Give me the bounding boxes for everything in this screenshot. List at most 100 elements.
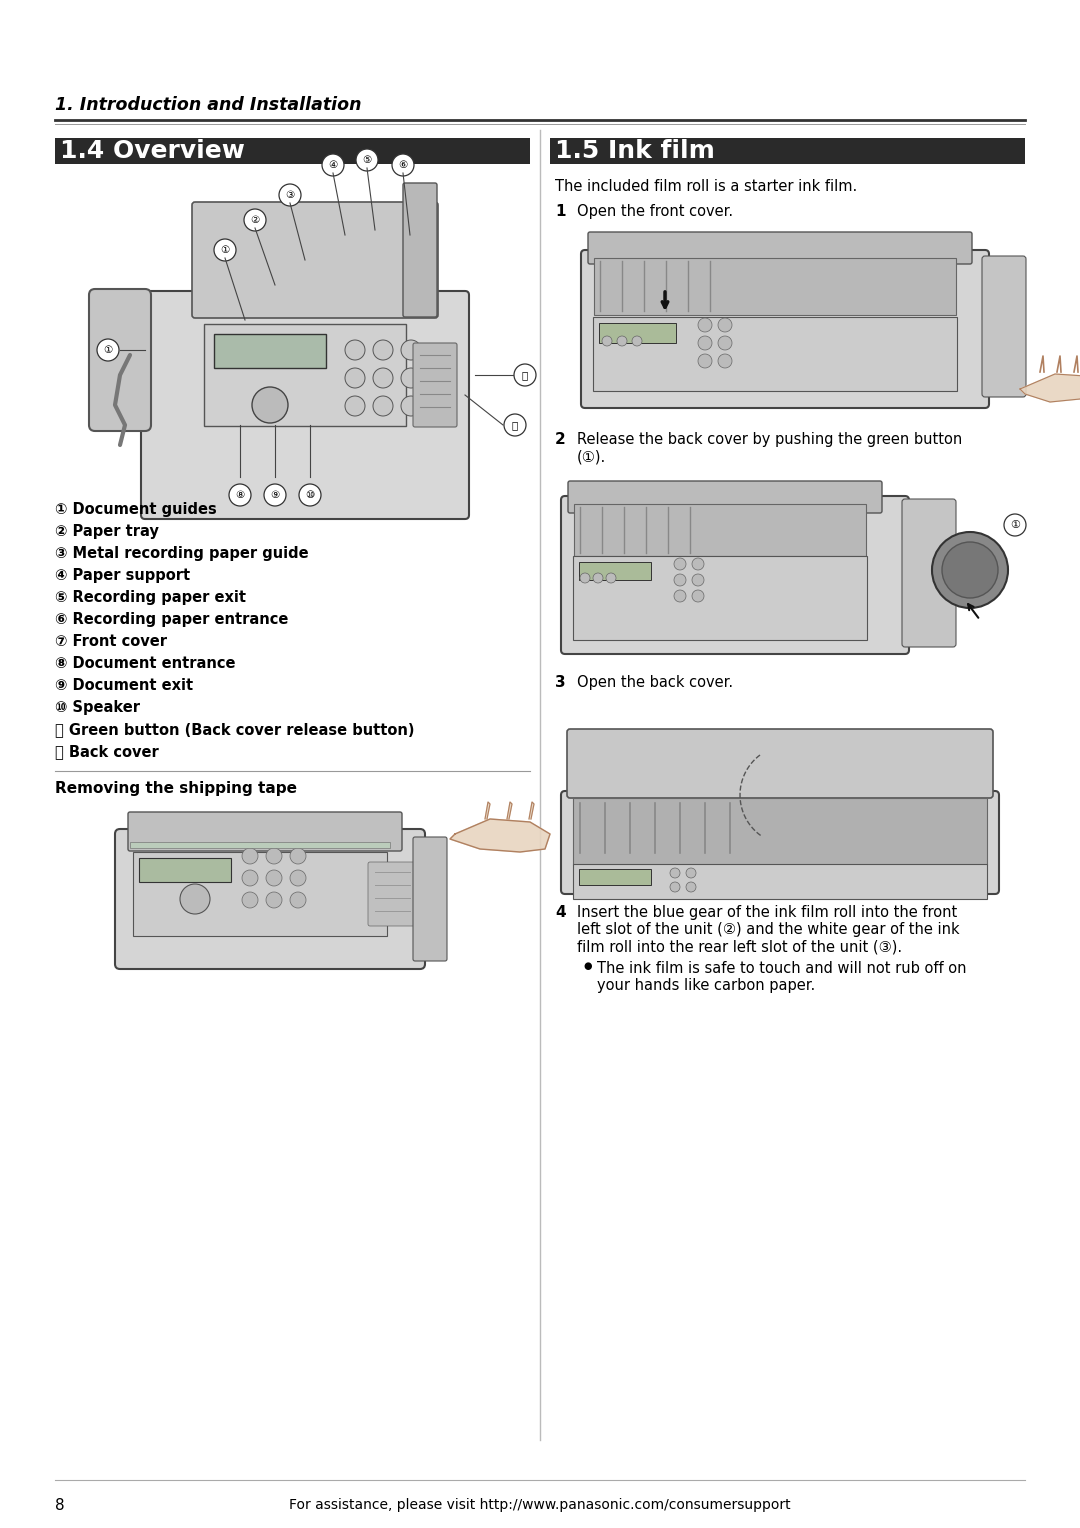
Bar xyxy=(550,138,1025,163)
Text: 1. Introduction and Installation: 1. Introduction and Installation xyxy=(55,96,362,115)
Circle shape xyxy=(932,532,1008,608)
FancyBboxPatch shape xyxy=(594,258,956,315)
FancyBboxPatch shape xyxy=(368,862,417,926)
Bar xyxy=(55,138,530,163)
Circle shape xyxy=(373,368,393,388)
Text: film roll into the rear left slot of the unit (③).: film roll into the rear left slot of the… xyxy=(577,940,902,953)
Circle shape xyxy=(242,869,258,886)
FancyBboxPatch shape xyxy=(89,289,151,431)
Circle shape xyxy=(718,336,732,350)
Circle shape xyxy=(1004,513,1026,536)
Text: ③: ③ xyxy=(285,189,295,200)
Text: Open the back cover.: Open the back cover. xyxy=(577,675,733,691)
Circle shape xyxy=(322,154,345,176)
FancyBboxPatch shape xyxy=(567,729,993,798)
Circle shape xyxy=(392,154,414,176)
Circle shape xyxy=(686,868,696,879)
FancyBboxPatch shape xyxy=(568,481,882,513)
Circle shape xyxy=(373,341,393,361)
Text: ⑧: ⑧ xyxy=(235,490,245,500)
FancyBboxPatch shape xyxy=(204,324,406,426)
Text: 1.5 Ink film: 1.5 Ink film xyxy=(555,139,715,163)
Circle shape xyxy=(266,892,282,908)
Circle shape xyxy=(291,848,306,863)
Circle shape xyxy=(606,573,616,584)
Circle shape xyxy=(401,341,421,361)
FancyBboxPatch shape xyxy=(133,853,387,937)
Circle shape xyxy=(692,575,704,587)
Circle shape xyxy=(229,484,251,506)
Text: 1.4 Overview: 1.4 Overview xyxy=(60,139,245,163)
Text: ②: ② xyxy=(251,215,259,225)
Circle shape xyxy=(214,238,237,261)
Text: ③ Metal recording paper guide: ③ Metal recording paper guide xyxy=(55,545,309,561)
FancyBboxPatch shape xyxy=(561,792,999,894)
FancyBboxPatch shape xyxy=(141,290,469,520)
Text: ●: ● xyxy=(583,961,592,970)
Circle shape xyxy=(244,209,266,231)
FancyBboxPatch shape xyxy=(579,869,651,885)
Text: ① Document guides: ① Document guides xyxy=(55,503,217,516)
Text: 8: 8 xyxy=(55,1497,65,1513)
Bar xyxy=(130,842,390,848)
FancyBboxPatch shape xyxy=(581,251,989,408)
Circle shape xyxy=(670,868,680,879)
Text: ⑫ Back cover: ⑫ Back cover xyxy=(55,744,159,759)
Circle shape xyxy=(718,354,732,368)
FancyBboxPatch shape xyxy=(573,556,867,640)
Text: For assistance, please visit http://www.panasonic.com/consumersupport: For assistance, please visit http://www.… xyxy=(289,1497,791,1513)
Circle shape xyxy=(674,558,686,570)
Circle shape xyxy=(580,573,590,584)
Circle shape xyxy=(264,484,286,506)
FancyBboxPatch shape xyxy=(561,497,909,654)
Circle shape xyxy=(602,336,612,345)
Text: 4: 4 xyxy=(555,905,566,920)
Circle shape xyxy=(299,484,321,506)
Polygon shape xyxy=(450,819,550,853)
FancyBboxPatch shape xyxy=(129,811,402,851)
Circle shape xyxy=(698,318,712,332)
FancyBboxPatch shape xyxy=(413,837,447,961)
Circle shape xyxy=(692,590,704,602)
Text: ⑩ Speaker: ⑩ Speaker xyxy=(55,700,140,715)
Polygon shape xyxy=(1020,374,1080,402)
Text: ④ Paper support: ④ Paper support xyxy=(55,568,190,584)
Text: Removing the shipping tape: Removing the shipping tape xyxy=(55,781,297,796)
FancyBboxPatch shape xyxy=(982,257,1026,397)
Text: Open the front cover.: Open the front cover. xyxy=(577,205,733,219)
FancyBboxPatch shape xyxy=(593,316,957,391)
Text: ⑥: ⑥ xyxy=(399,160,407,170)
Polygon shape xyxy=(485,802,490,819)
Circle shape xyxy=(942,542,998,597)
Circle shape xyxy=(252,387,288,423)
FancyBboxPatch shape xyxy=(573,504,866,556)
Text: ⑩: ⑩ xyxy=(306,490,314,500)
Text: ①: ① xyxy=(104,345,112,354)
FancyBboxPatch shape xyxy=(573,798,987,865)
FancyBboxPatch shape xyxy=(413,342,457,426)
Circle shape xyxy=(97,339,119,361)
Text: The included film roll is a starter ink film.: The included film roll is a starter ink … xyxy=(555,179,858,194)
FancyBboxPatch shape xyxy=(573,863,987,898)
Circle shape xyxy=(266,848,282,863)
Circle shape xyxy=(345,396,365,416)
FancyBboxPatch shape xyxy=(403,183,437,316)
Circle shape xyxy=(718,318,732,332)
Text: ⑤: ⑤ xyxy=(363,154,372,165)
Polygon shape xyxy=(507,802,512,819)
Circle shape xyxy=(356,150,378,171)
Text: ⑤ Recording paper exit: ⑤ Recording paper exit xyxy=(55,590,246,605)
Circle shape xyxy=(617,336,627,345)
Circle shape xyxy=(686,882,696,892)
Text: ⑧ Document entrance: ⑧ Document entrance xyxy=(55,656,235,671)
Circle shape xyxy=(180,885,210,914)
Circle shape xyxy=(401,368,421,388)
Text: Release the back cover by pushing the green button
(①).: Release the back cover by pushing the gr… xyxy=(577,432,962,465)
FancyBboxPatch shape xyxy=(192,202,438,318)
Circle shape xyxy=(279,183,301,206)
Circle shape xyxy=(593,573,603,584)
Circle shape xyxy=(242,892,258,908)
Text: 2: 2 xyxy=(555,432,566,448)
Circle shape xyxy=(266,869,282,886)
Text: 1: 1 xyxy=(555,205,566,219)
